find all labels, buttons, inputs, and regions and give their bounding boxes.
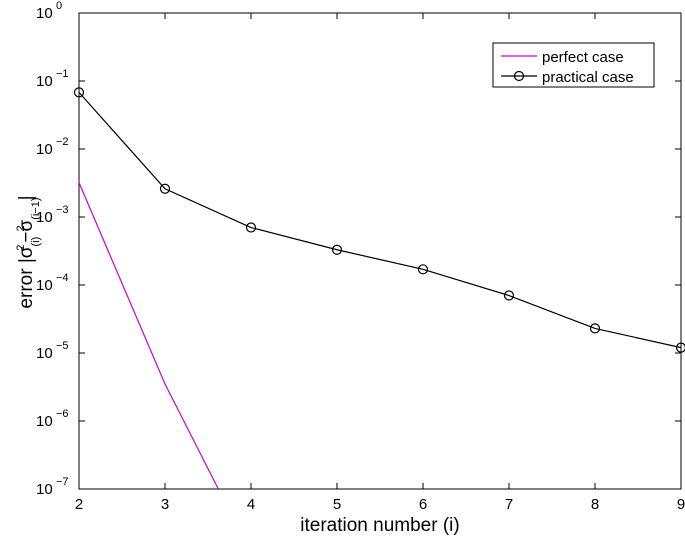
x-tick-label: 8 bbox=[591, 496, 599, 513]
legend-label-perfect-case: perfect case bbox=[542, 49, 624, 66]
y-tick-label: 10 bbox=[36, 413, 53, 430]
y-tick-label: 10 bbox=[36, 209, 53, 226]
y-label-sup-1: 2 bbox=[15, 245, 27, 251]
data-point-practical-case bbox=[417, 264, 429, 275]
y-tick-exponent: −4 bbox=[56, 272, 69, 284]
x-tick-label: 4 bbox=[247, 496, 255, 513]
legend-label-practical-case: practical case bbox=[542, 69, 634, 86]
y-tick-exponent: 0 bbox=[56, 0, 62, 12]
y-axis-label: error |σ(i)2−σ(i−1)2| bbox=[15, 195, 42, 308]
x-tick-label: 7 bbox=[505, 496, 513, 513]
y-tick-label: 10 bbox=[36, 5, 53, 22]
y-label-prefix: error |σ bbox=[16, 246, 37, 308]
y-tick-label: 10 bbox=[36, 345, 53, 362]
y-tick-exponent: −3 bbox=[56, 204, 69, 216]
x-axis-label: iteration number (i) bbox=[300, 515, 459, 536]
data-series bbox=[73, 87, 685, 490]
series-line-perfect-case bbox=[78, 182, 219, 490]
data-point-practical-case bbox=[589, 323, 601, 334]
y-tick-exponent: −6 bbox=[56, 408, 69, 420]
plot-area bbox=[78, 12, 682, 490]
y-tick-exponent: −5 bbox=[56, 340, 69, 352]
x-tick-label: 3 bbox=[161, 496, 169, 513]
data-point-practical-case bbox=[503, 290, 515, 301]
y-tick-label: 10 bbox=[36, 481, 53, 498]
data-point-practical-case bbox=[245, 222, 257, 233]
data-point-practical-case bbox=[73, 87, 85, 98]
y-tick-label: 10 bbox=[36, 141, 53, 158]
y-tick-label: 10 bbox=[36, 73, 53, 90]
data-point-practical-case bbox=[159, 183, 171, 194]
y-label-suffix: | bbox=[16, 195, 37, 200]
y-label-sub-2: (i−1) bbox=[30, 197, 42, 219]
y-tick-exponent: −7 bbox=[56, 476, 69, 488]
data-point-practical-case bbox=[331, 244, 343, 255]
series-line-practical-case bbox=[78, 91, 682, 349]
y-label-sup-2: 2 bbox=[15, 225, 27, 231]
y-tick-label: 10 bbox=[36, 277, 53, 294]
y-tick-exponent: −2 bbox=[56, 136, 69, 148]
y-label-sub-1: (i) bbox=[30, 237, 42, 247]
legend-box bbox=[492, 42, 655, 88]
x-tick-label: 5 bbox=[333, 496, 341, 513]
legend-marker-practical-case bbox=[513, 70, 525, 82]
y-tick-exponent: −1 bbox=[56, 68, 69, 80]
y-label-mid: −σ bbox=[16, 220, 37, 243]
data-point-practical-case bbox=[675, 342, 685, 353]
legend: perfect case practical case bbox=[492, 42, 655, 88]
x-tick-label: 2 bbox=[75, 496, 83, 513]
x-tick-label: 9 bbox=[677, 496, 685, 513]
x-tick-label: 6 bbox=[419, 496, 427, 513]
